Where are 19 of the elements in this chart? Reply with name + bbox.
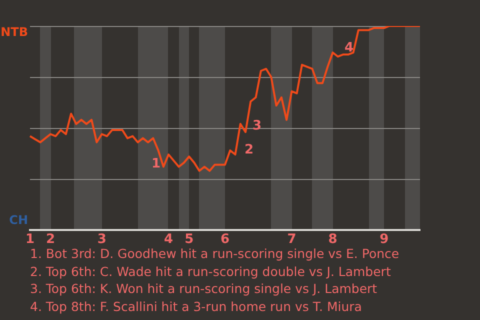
text: NTB bbox=[0, 25, 28, 40]
x-tick-label: 7 bbox=[287, 232, 296, 248]
annotation: 3 bbox=[252, 118, 262, 134]
x-tick-label: 8 bbox=[328, 232, 338, 248]
text: 2. Top 6th: C. Wade hit a run-scoring double vs J. Lambert bbox=[30, 262, 392, 280]
x-tick-label: 3 bbox=[97, 232, 106, 248]
annotation: 4 bbox=[344, 40, 354, 56]
x-tick-label: 2 bbox=[46, 232, 56, 248]
text: CH bbox=[9, 213, 28, 228]
x-tick-label: 6 bbox=[220, 232, 230, 248]
text: 1. Bot 3rd: D. Goodhew hit a run-scoring single vs E. Ponce bbox=[30, 245, 400, 262]
x-tick-label: 1 bbox=[25, 232, 35, 248]
text: 4. Top 8th: F. Scallini hit a 3-run home run vs T. Miura bbox=[30, 298, 363, 315]
x-tick-label: 5 bbox=[184, 232, 194, 248]
x-tick-label: 9 bbox=[380, 232, 389, 248]
text: 3. Top 6th: K. Won hit a run-scoring single vs J. Lambert bbox=[30, 280, 378, 298]
annotation: 1 bbox=[151, 156, 161, 172]
x-tick-label: 4 bbox=[164, 232, 174, 248]
annotation: 2 bbox=[244, 142, 254, 158]
